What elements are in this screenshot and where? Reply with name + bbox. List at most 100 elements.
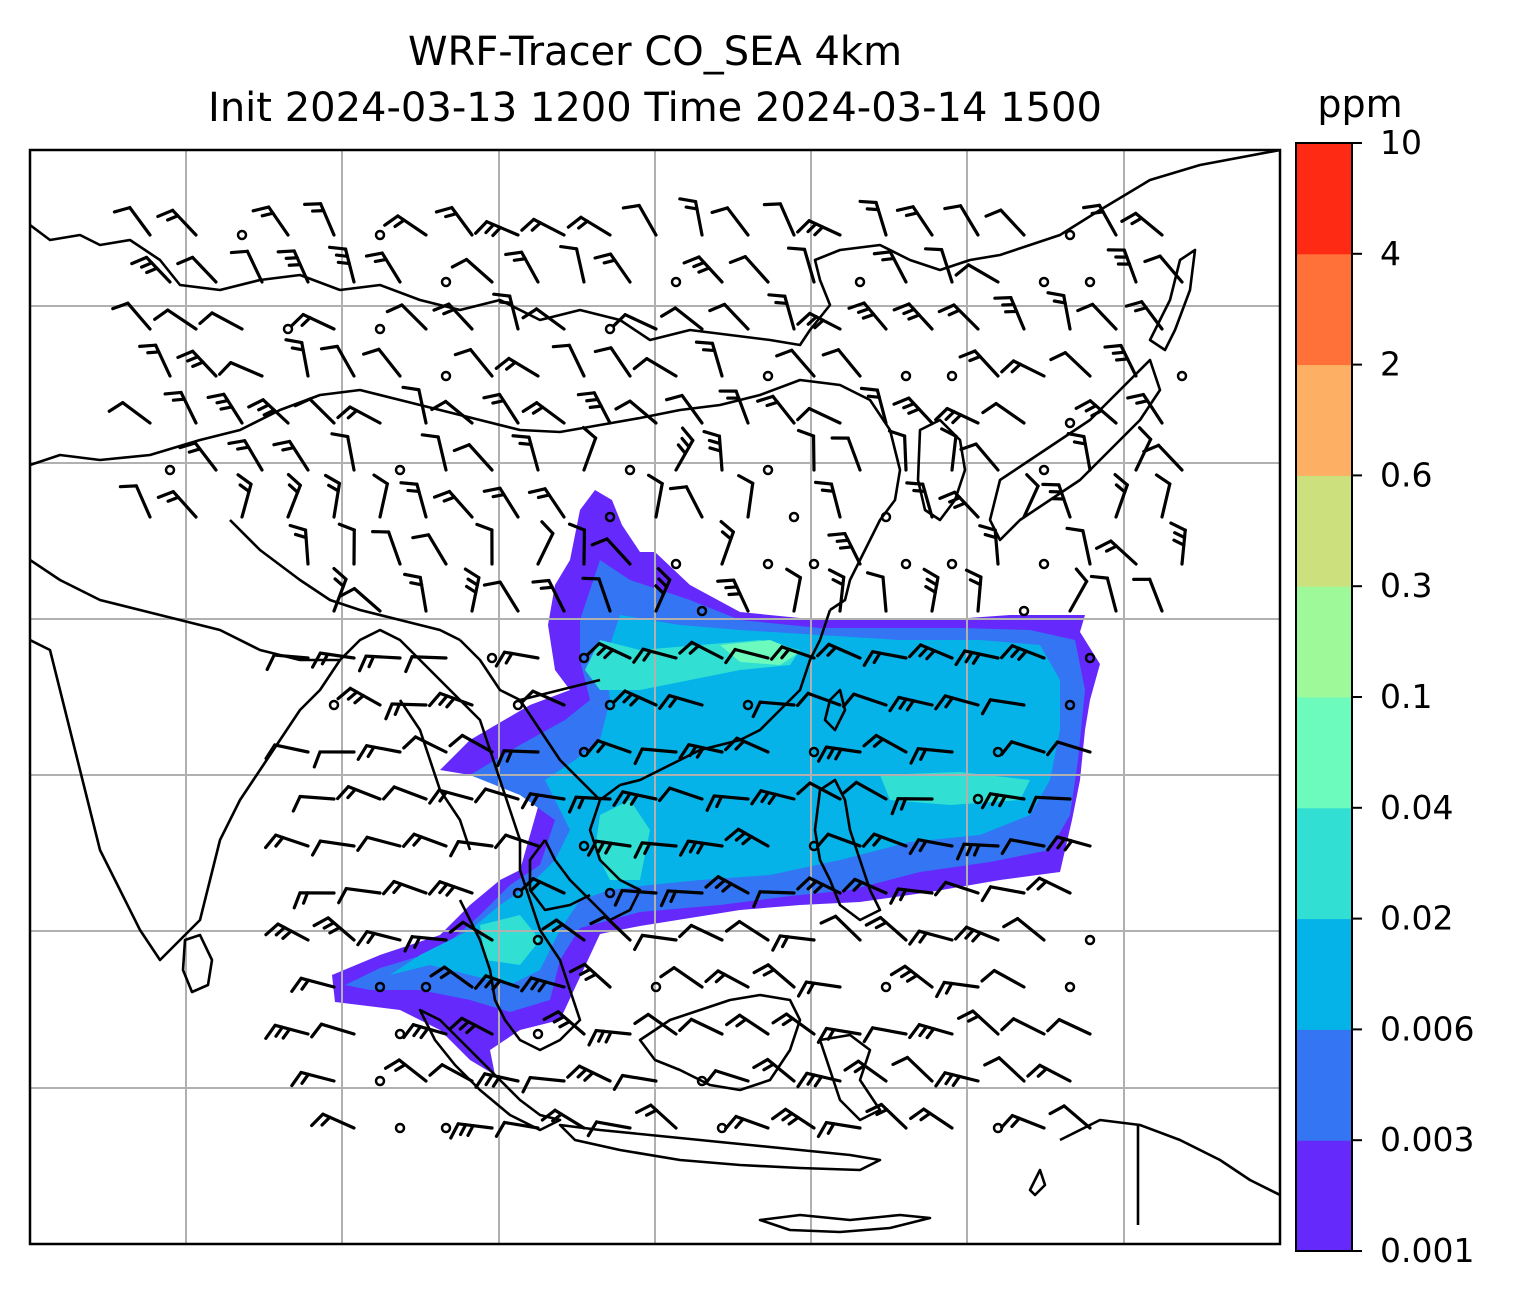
wind-barb-feather — [301, 891, 310, 905]
wind-barb-staff — [725, 206, 750, 237]
wind-barb-feather — [629, 793, 639, 806]
wind-barb-feather — [816, 832, 830, 848]
wind-barb-staff — [759, 789, 796, 801]
wind-barb-feather — [965, 842, 974, 857]
colorbar-unit-label: ppm — [1317, 82, 1403, 126]
coastline-north-border — [30, 150, 1280, 347]
wind-barb-feather — [980, 792, 992, 810]
colorbar-segment — [1296, 475, 1352, 587]
wind-barb-staff — [1034, 795, 1072, 801]
wind-barb-staff — [620, 888, 658, 895]
wind-barb-feather — [511, 434, 531, 439]
wind-barb-feather — [767, 293, 787, 298]
map-title-line2: Init 2024-03-13 1200 Time 2024-03-14 150… — [208, 85, 1102, 131]
wind-barb-feather — [724, 736, 739, 752]
wind-barb-feather — [697, 266, 711, 274]
wind-barb-feather — [300, 978, 310, 991]
calm-wind-marker — [532, 1028, 544, 1040]
wind-barb-staff — [346, 785, 382, 801]
wind-barb-staff — [245, 249, 264, 284]
wind-barb-feather — [596, 741, 607, 754]
wind-barb-feather — [292, 891, 302, 910]
wind-barb-feather — [338, 587, 357, 598]
colorbar-tick-label: 0.003 — [1380, 1120, 1474, 1159]
wind-barb-staff — [171, 490, 198, 519]
wind-barb-feather — [566, 1064, 582, 1079]
wind-barb-staff — [971, 1009, 1000, 1036]
wind-barb-staff — [802, 247, 816, 284]
wind-barb-feather — [678, 839, 690, 857]
wind-barb-feather — [1090, 210, 1105, 216]
wind-barb-staff — [736, 827, 770, 848]
wind-barb-staff — [693, 200, 704, 237]
wind-barb-feather — [937, 303, 956, 314]
wind-barb-feather — [494, 356, 511, 370]
wind-barb-feather — [852, 880, 864, 892]
wind-barb-staff — [547, 578, 566, 613]
wind-barb-staff — [365, 930, 402, 942]
wind-barb-feather — [633, 841, 644, 859]
wind-barb-staff — [903, 964, 934, 989]
wind-barb-feather — [944, 410, 956, 421]
wind-barb-staff — [300, 340, 310, 378]
wind-barb-feather — [465, 1023, 477, 1035]
wind-barb-feather — [356, 835, 369, 852]
wind-barb-staff — [888, 250, 908, 284]
calm-wind-marker — [374, 323, 386, 335]
calm-wind-marker — [624, 464, 636, 476]
wind-barb-feather — [785, 567, 802, 580]
wind-barb-feather — [688, 840, 698, 854]
wind-barb-feather — [373, 257, 388, 264]
wind-barb-feather — [586, 1120, 599, 1138]
wind-barb-staff — [697, 255, 724, 284]
wind-barb-feather — [971, 652, 981, 665]
wind-barb-feather — [881, 256, 896, 262]
wind-barb-feather — [756, 394, 775, 403]
wind-barb-staff — [988, 885, 1026, 895]
wind-barb-feather — [463, 567, 481, 580]
wind-barb-staff — [668, 786, 704, 801]
wind-barb-feather — [356, 930, 369, 947]
wind-barb-staff — [654, 578, 672, 613]
wind-barb-feather — [419, 1027, 430, 1040]
wind-barb-staff — [126, 301, 152, 331]
wind-barb-feather — [752, 890, 762, 909]
wind-barb-feather — [971, 931, 982, 943]
calm-wind-marker — [394, 1122, 406, 1134]
wind-barb-feather — [530, 221, 543, 232]
wind-barb-feather — [504, 250, 524, 257]
wind-barb-feather — [796, 691, 810, 708]
wind-barb-feather — [853, 1063, 867, 1074]
wind-barb-feather — [445, 885, 456, 897]
wind-barb-staff — [824, 1120, 862, 1130]
calm-wind-marker — [762, 370, 774, 382]
wind-barb-staff — [440, 1063, 474, 1083]
wind-barb-feather — [505, 749, 514, 763]
wind-barb-feather — [1036, 1067, 1049, 1078]
wind-barb-staff — [854, 780, 888, 801]
wind-barb-feather — [166, 495, 180, 503]
wind-barb-feather — [1000, 1113, 1014, 1130]
wind-barb-feather — [890, 797, 900, 816]
wind-barb-feather — [264, 833, 278, 850]
wind-barb-feather — [734, 739, 746, 751]
wind-barb-staff — [273, 1023, 310, 1036]
wind-barb-staff — [958, 204, 980, 237]
wind-barb-staff — [554, 918, 586, 942]
wind-barb-feather — [602, 258, 617, 265]
wind-barb-staff — [999, 208, 1026, 237]
coastline-java — [558, 1123, 882, 1172]
wind-barb-feather — [612, 689, 627, 704]
wind-barb-staff — [874, 733, 908, 754]
wind-barb-staff — [878, 915, 908, 942]
wind-barb-staff — [426, 533, 448, 566]
wind-barb-staff — [973, 349, 1000, 378]
wind-barb-staff — [519, 250, 540, 284]
wind-barb-feather — [1089, 574, 1109, 580]
calm-wind-marker — [808, 746, 820, 758]
calm-wind-marker — [394, 1028, 406, 1040]
wind-barb-feather — [862, 733, 878, 748]
wind-barb-staff — [553, 1108, 586, 1130]
wind-barb-feather — [816, 1026, 829, 1044]
wind-barb-feather — [411, 533, 431, 540]
